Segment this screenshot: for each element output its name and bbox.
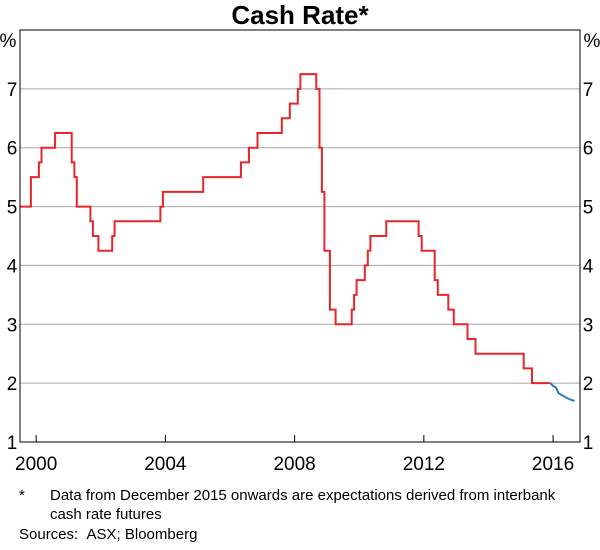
y-tick-label-right: 7 (583, 80, 594, 101)
y-unit-left: % (0, 31, 17, 52)
y-tick-label-left: 6 (7, 139, 18, 160)
y-tick-label-left: 7 (7, 80, 18, 101)
x-tick-label: 2008 (273, 454, 315, 475)
x-tick-label: 2000 (15, 454, 57, 475)
footnote-text: Data from December 2015 onwards are expe… (50, 487, 556, 523)
y-tick-label-right: 5 (583, 198, 594, 219)
y-unit-right: % (584, 31, 600, 52)
y-tick-label-left: 1 (7, 433, 18, 454)
y-tick-label-right: 6 (583, 139, 594, 160)
series-lines (20, 73, 575, 402)
plot-frame (19, 29, 581, 443)
y-tick-label-right: 3 (583, 315, 594, 336)
x-tick-label: 2016 (532, 454, 574, 475)
footnote-marker: * (19, 487, 25, 504)
gridlines (20, 88, 580, 384)
y-tick-label-left: 4 (7, 256, 18, 277)
chart-title: Cash Rate* (231, 0, 369, 30)
y-tick-label-right: 1 (583, 433, 594, 454)
series-line-1 (20, 73, 551, 385)
axis-labels: 1 1 2 2 3 3 4 4 5 5 6 6 7 7 2000 2004 2008 2012 2016 (7, 80, 594, 475)
y-tick-label-left: 3 (7, 315, 18, 336)
y-tick-label-right: 2 (583, 374, 594, 395)
series-line-2 (549, 382, 575, 402)
y-tick-label-left: 5 (7, 198, 18, 219)
x-tick-label: 2012 (403, 454, 445, 475)
y-tick-label-left: 2 (7, 374, 18, 395)
y-tick-label-right: 4 (583, 256, 594, 277)
x-tick-label: 2004 (144, 454, 187, 475)
sources-note: Sources: ASX; Bloomberg (19, 526, 198, 543)
axis-ticks (35, 435, 554, 442)
